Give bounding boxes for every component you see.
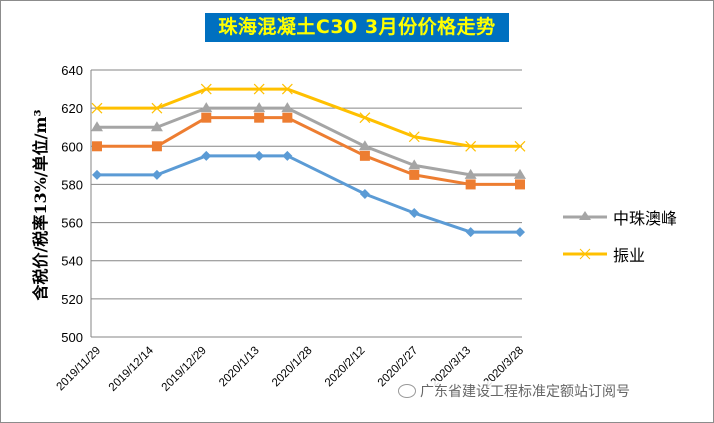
data-point-x xyxy=(359,112,371,124)
x-tick-label: 2019/11/29 xyxy=(55,345,104,394)
legend-item-zhenye: 振业 xyxy=(563,242,645,266)
data-point-x xyxy=(514,140,526,152)
y-tick-label: 580 xyxy=(61,177,83,192)
y-tick-label: 500 xyxy=(61,330,83,345)
legend-label: 中珠澳峰 xyxy=(613,209,678,228)
data-point-square xyxy=(465,179,476,190)
x-tick-label: 2020/1/13 xyxy=(217,345,262,390)
data-point-diamond xyxy=(465,227,476,238)
data-point-diamond xyxy=(254,150,265,161)
data-point-x xyxy=(151,102,163,114)
x-tick-label: 2019/12/29 xyxy=(160,345,209,394)
data-point-square xyxy=(359,150,370,161)
data-point-x xyxy=(91,102,103,114)
data-point-diamond xyxy=(92,169,102,180)
chart-title: 珠海混凝土C30 3月份价格走势 xyxy=(205,13,509,42)
watermark-text: 广东省建设工程标准定额站订阅号 xyxy=(420,384,630,400)
data-point-square xyxy=(282,112,293,123)
y-tick-label: 620 xyxy=(61,101,83,116)
data-point-diamond xyxy=(201,150,212,161)
data-point-x xyxy=(281,83,293,95)
data-point-triangle xyxy=(514,168,526,179)
data-point-triangle xyxy=(91,121,103,132)
data-point-x xyxy=(408,131,420,143)
data-point-square xyxy=(409,169,420,180)
data-point-diamond xyxy=(282,150,293,161)
y-tick-label: 520 xyxy=(61,292,83,307)
wechat-icon xyxy=(398,384,416,398)
y-tick-label: 540 xyxy=(61,254,83,269)
legend-item-zhongzhuaofeng: 中珠澳峰 xyxy=(563,205,677,229)
legend-x-marker-icon xyxy=(563,248,607,260)
data-point-triangle xyxy=(408,159,421,170)
data-point-square xyxy=(254,112,265,123)
data-point-diamond xyxy=(151,169,162,180)
watermark: 广东省建设工程标准定额站订阅号 xyxy=(396,381,632,401)
legend-label: 振业 xyxy=(613,246,646,265)
data-point-triangle xyxy=(358,140,371,151)
data-point-x xyxy=(253,83,265,95)
data-point-diamond xyxy=(515,227,525,238)
data-point-diamond xyxy=(409,208,420,219)
data-point-triangle xyxy=(200,102,213,113)
x-tick-label: 2020/1/28 xyxy=(270,345,315,390)
x-tick-label: 2019/12/14 xyxy=(107,344,157,394)
legend-triangle-marker-icon xyxy=(563,211,607,220)
data-point-triangle xyxy=(281,102,294,113)
data-point-triangle xyxy=(253,102,266,113)
data-point-square xyxy=(92,141,102,152)
x-tick-label: 2020/2/12 xyxy=(323,345,368,390)
data-point-triangle xyxy=(464,168,477,179)
data-point-x xyxy=(465,140,477,152)
series-line xyxy=(97,154,520,234)
data-point-square xyxy=(515,179,525,190)
data-point-square xyxy=(201,112,212,123)
data-point-triangle xyxy=(150,121,163,132)
y-tick-label: 600 xyxy=(61,139,83,154)
data-point-diamond xyxy=(359,188,370,199)
data-point-square xyxy=(151,141,162,152)
y-tick-label: 640 xyxy=(61,63,83,78)
data-point-x xyxy=(200,83,212,95)
y-tick-label: 560 xyxy=(61,216,83,231)
